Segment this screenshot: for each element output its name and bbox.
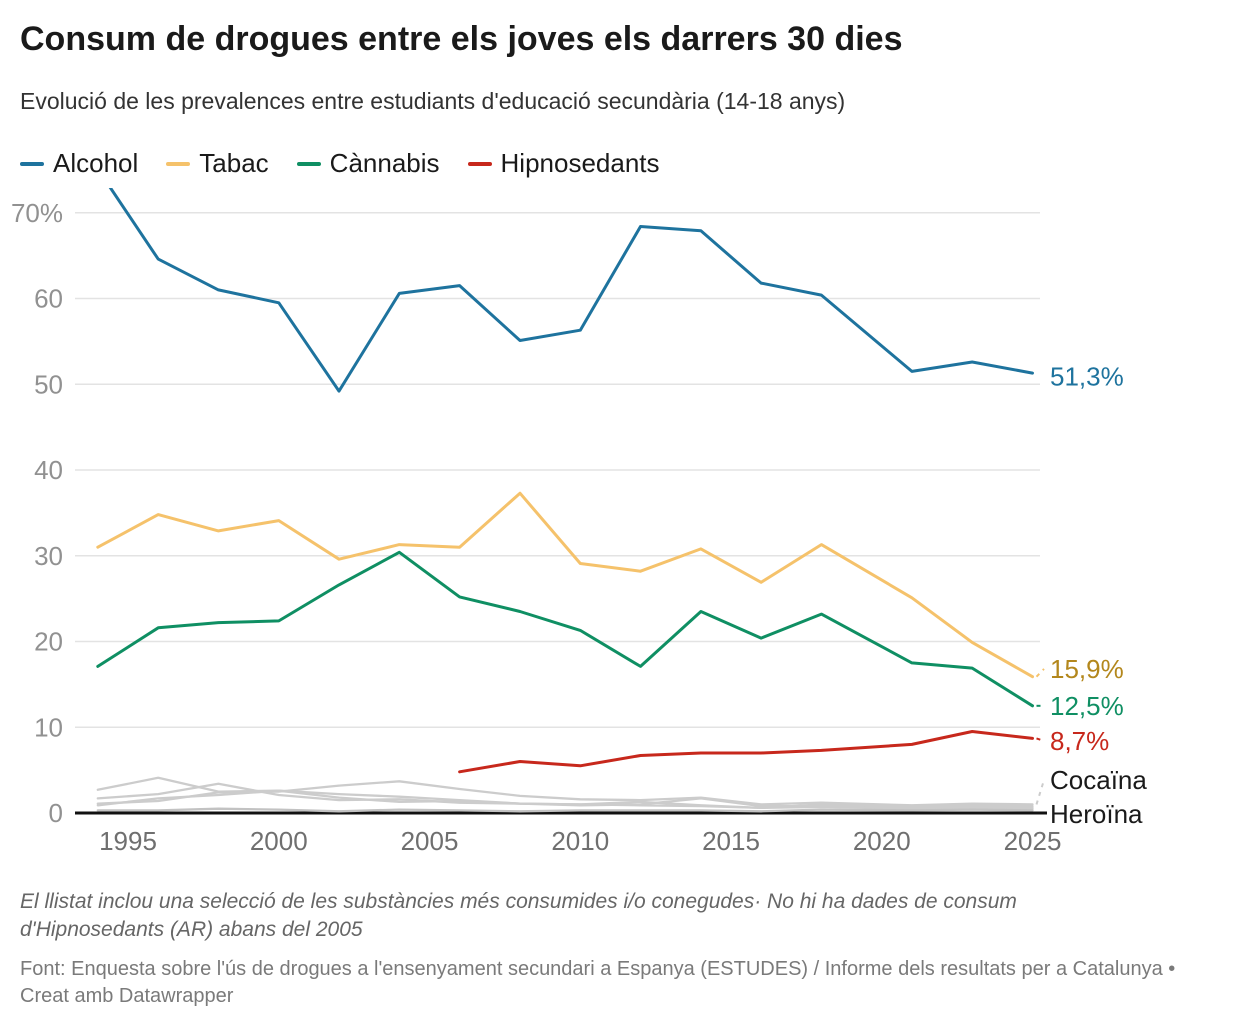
legend: Alcohol Tabac Cànnabis Hipnosedants (20, 148, 660, 179)
legend-swatch (20, 161, 44, 166)
leader-hipnosedants (1036, 737, 1045, 742)
legend-item-alcohol: Alcohol (20, 148, 138, 179)
line-alcohol (108, 188, 1034, 393)
legend-label: Alcohol (53, 148, 139, 178)
line-cannabis (96, 550, 1034, 708)
x-tick-label: 2015 (702, 826, 760, 856)
series-lines (96, 188, 1034, 813)
end-labels: 51,3% 15,9% 12,5% 8,7% Cocaïna Heroïna (1035, 362, 1147, 829)
end-label-heroina: Heroïna (1050, 799, 1143, 829)
y-tick-label: 0 (49, 798, 63, 828)
legend-swatch (467, 161, 492, 166)
end-label-cannabis: 12,5% (1050, 691, 1124, 721)
end-label-cocaina: Cocaïna (1050, 765, 1147, 795)
y-tick-label: 50 (34, 369, 63, 399)
x-tick-label: 2005 (401, 826, 459, 856)
legend-item-hipnosedants: Hipnosedants (467, 148, 660, 179)
line-cocaina (96, 780, 1034, 807)
y-tick-label: 30 (34, 541, 63, 571)
chart-subtitle: Evolució de les prevalences entre estudi… (20, 88, 846, 114)
y-tick-label: 70% (11, 198, 63, 228)
line-tabac (96, 491, 1034, 679)
gridlines (75, 211, 1047, 815)
leader-tabac (1035, 668, 1045, 678)
x-tick-label: 2000 (250, 826, 308, 856)
y-tick-label: 40 (34, 455, 63, 485)
legend-swatch (166, 161, 191, 166)
y-tick-label: 10 (34, 712, 63, 742)
line-gray-3 (96, 782, 1034, 810)
line-heroina (96, 807, 1034, 813)
x-tick-label: 2020 (853, 826, 911, 856)
y-tick-label: 60 (34, 284, 63, 314)
line-gray-2 (96, 776, 1034, 810)
legend-label: Cànnabis (329, 148, 440, 178)
legend-item-cànnabis: Cànnabis (296, 148, 440, 179)
x-axis-labels: 1995 2000 2005 2010 2015 2020 2025 (99, 826, 1061, 856)
line-hipnosedants (458, 730, 1034, 774)
chart-title: Consum de drogues entre els joves els da… (20, 20, 903, 58)
end-label-tabac: 15,9% (1050, 654, 1124, 684)
end-label-hipnosedants: 8,7% (1050, 726, 1109, 756)
footer-source: Font: Enquesta sobre l'ús de drogues a l… (20, 958, 1176, 1007)
x-tick-label: 1995 (99, 826, 157, 856)
leader-cocaina (1035, 779, 1045, 805)
line-gray-4 (96, 789, 1034, 810)
legend-label: Hipnosedants (500, 148, 660, 178)
legend-swatch (296, 161, 321, 166)
footer-note: El llistat inclou una selecció de les su… (20, 890, 1017, 942)
y-axis-labels: 0 10 20 30 40 50 60 70% (11, 198, 63, 828)
end-label-alcohol: 51,3% (1050, 362, 1124, 392)
legend-label: Tabac (199, 148, 269, 178)
y-tick-label: 20 (34, 627, 63, 657)
line-chart-svg: 0 10 20 30 40 50 60 70% 1995 2000 2005 2010 2015 2020… (11, 188, 1147, 856)
x-tick-label: 2025 (1004, 826, 1062, 856)
x-tick-label: 2010 (551, 826, 609, 856)
legend-item-tabac: Tabac (166, 148, 269, 179)
